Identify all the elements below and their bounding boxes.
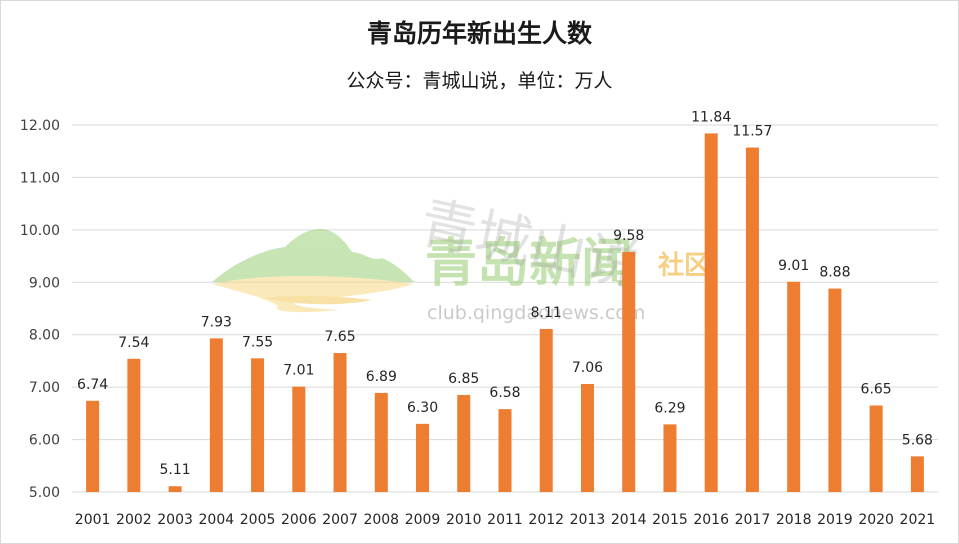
y-axis-ticks: 5.00 6.00 7.00 8.00 9.00 10.00 11.00 12.00 (20, 118, 60, 501)
data-label: 9.01 (778, 258, 809, 274)
bar (580, 383, 594, 492)
y-tick-label: 7.00 (29, 380, 60, 396)
data-label: 7.54 (118, 335, 149, 351)
bar (910, 456, 924, 492)
x-tick-label: 2005 (240, 512, 276, 528)
y-tick-label: 11.00 (20, 170, 60, 186)
bar (292, 386, 306, 492)
data-label: 6.85 (448, 371, 479, 387)
watermark-logo (212, 229, 414, 313)
data-label: 11.57 (732, 124, 772, 140)
y-tick-label: 5.00 (29, 485, 60, 501)
data-label: 11.84 (691, 109, 731, 125)
x-tick-label: 2006 (281, 512, 317, 528)
x-tick-label: 2019 (817, 512, 853, 528)
data-label: 9.58 (613, 228, 644, 244)
y-tick-label: 10.00 (20, 223, 60, 239)
watermark-logo-text: 青岛新闻 (425, 234, 633, 294)
watermark-community-text: 社区 (658, 250, 710, 281)
bar (828, 288, 842, 492)
y-tick-label: 6.00 (29, 433, 60, 449)
x-tick-label: 2016 (693, 512, 729, 528)
watermark-brand: 青岛新闻 社区 club.qingdaonews.com 青城山说 (414, 190, 710, 324)
bar (86, 400, 100, 492)
data-label: 6.65 (861, 381, 892, 397)
y-tick-label: 12.00 (20, 118, 60, 134)
bar (704, 133, 718, 493)
chart-subtitle: 公众号：青城山说，单位：万人 (346, 70, 613, 92)
x-tick-label: 2010 (446, 512, 482, 528)
data-label: 7.93 (201, 314, 232, 330)
watermark-url-text: club.qingdaonews.com (427, 302, 645, 324)
x-tick-label: 2004 (199, 512, 235, 528)
data-label: 6.89 (366, 369, 397, 385)
x-tick-label: 2014 (611, 512, 647, 528)
data-label: 5.68 (902, 432, 933, 448)
bar (374, 392, 388, 492)
data-label: 6.30 (407, 400, 438, 416)
data-label: 6.29 (654, 400, 685, 416)
x-tick-label: 2002 (116, 512, 152, 528)
bar (787, 281, 801, 492)
bar (127, 358, 141, 492)
bar (333, 353, 347, 492)
x-tick-label: 2021 (900, 512, 936, 528)
x-tick-label: 2009 (405, 512, 441, 528)
bar (457, 395, 471, 492)
y-tick-label: 8.00 (29, 328, 60, 344)
x-axis-ticks: 2001 2002 2003 2004 2005 2006 2007 2008 2009 2010… (75, 512, 935, 528)
x-tick-label: 2003 (157, 512, 193, 528)
bar (498, 409, 512, 492)
bar (663, 424, 677, 492)
bar (251, 358, 265, 492)
x-tick-label: 2001 (75, 512, 111, 528)
data-label: 8.11 (531, 305, 562, 321)
bar (745, 147, 759, 492)
x-tick-label: 2018 (776, 512, 812, 528)
y-tick-label: 9.00 (29, 275, 60, 291)
x-tick-label: 2015 (652, 512, 688, 528)
bar (416, 423, 430, 492)
x-tick-label: 2012 (528, 512, 564, 528)
data-label: 7.01 (283, 363, 314, 379)
data-label: 6.74 (77, 377, 108, 393)
x-tick-label: 2007 (322, 512, 358, 528)
bar (622, 251, 636, 492)
x-tick-label: 2020 (858, 512, 894, 528)
bar (209, 338, 223, 492)
x-tick-label: 2017 (735, 512, 771, 528)
bar (539, 328, 553, 492)
bar (168, 486, 182, 492)
data-label: 7.55 (242, 334, 273, 350)
bars (86, 133, 924, 493)
bar (869, 405, 883, 492)
data-label: 8.88 (819, 265, 850, 281)
data-label: 7.06 (572, 360, 603, 376)
chart-title: 青岛历年新出生人数 (366, 19, 592, 48)
data-label: 7.65 (324, 329, 355, 345)
x-tick-label: 2008 (363, 512, 399, 528)
data-labels: 6.74 7.54 5.11 7.93 7.55 7.01 7.65 6.89 6.30 6.85… (77, 109, 933, 478)
data-label: 5.11 (160, 462, 191, 478)
x-tick-label: 2013 (570, 512, 606, 528)
data-label: 6.58 (489, 385, 520, 401)
x-tick-label: 2011 (487, 512, 523, 528)
